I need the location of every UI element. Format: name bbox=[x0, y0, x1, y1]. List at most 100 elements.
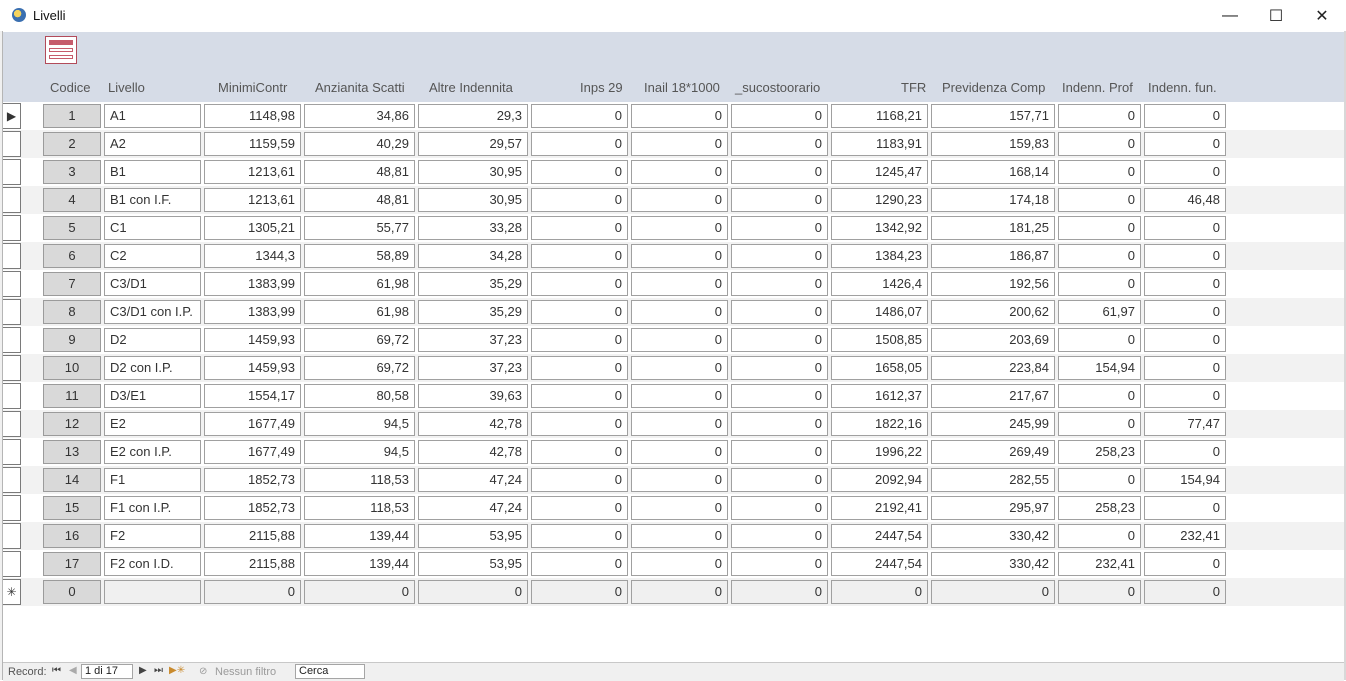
cell-altre-indennita[interactable]: 53,95 bbox=[418, 552, 528, 576]
cell-altre-indennita[interactable]: 30,95 bbox=[418, 160, 528, 184]
cell-previdenza-comp[interactable]: 174,18 bbox=[931, 188, 1055, 212]
record-selector[interactable] bbox=[3, 271, 21, 297]
cell-indenn-prof[interactable]: 0 bbox=[1058, 412, 1141, 436]
cell-indenn-fun[interactable]: 0 bbox=[1144, 328, 1226, 352]
cell-anzianita-scatti[interactable]: 94,5 bbox=[304, 440, 415, 464]
cell-indenn-prof[interactable]: 0 bbox=[1058, 384, 1141, 408]
last-record-button[interactable]: ⏭ bbox=[154, 665, 163, 676]
cell-anzianita-scatti[interactable]: 118,53 bbox=[304, 496, 415, 520]
cell-minimicontr[interactable]: 1677,49 bbox=[204, 440, 301, 464]
cell-codice[interactable]: 12 bbox=[43, 412, 101, 436]
cell-tfr[interactable]: 0 bbox=[831, 580, 928, 604]
cell-tfr[interactable]: 1996,22 bbox=[831, 440, 928, 464]
cell-indenn-prof[interactable]: 0 bbox=[1058, 188, 1141, 212]
cell-inps[interactable]: 0 bbox=[531, 160, 628, 184]
cell-altre-indennita[interactable]: 42,78 bbox=[418, 440, 528, 464]
cell-indenn-fun[interactable]: 0 bbox=[1144, 216, 1226, 240]
cell-previdenza-comp[interactable]: 159,83 bbox=[931, 132, 1055, 156]
cell-altre-indennita[interactable]: 35,29 bbox=[418, 300, 528, 324]
new-record-button[interactable]: ▶✳ bbox=[169, 665, 186, 676]
cell-minimicontr[interactable]: 1213,61 bbox=[204, 160, 301, 184]
cell-sucostoorario[interactable]: 0 bbox=[731, 580, 828, 604]
cell-previdenza-comp[interactable]: 200,62 bbox=[931, 300, 1055, 324]
maximize-button[interactable]: ☐ bbox=[1268, 7, 1284, 25]
cell-altre-indennita[interactable]: 42,78 bbox=[418, 412, 528, 436]
cell-indenn-fun[interactable]: 0 bbox=[1144, 356, 1226, 380]
cell-codice[interactable]: 10 bbox=[43, 356, 101, 380]
cell-previdenza-comp[interactable]: 269,49 bbox=[931, 440, 1055, 464]
cell-livello[interactable]: F1 con I.P. bbox=[104, 496, 201, 520]
cell-altre-indennita[interactable]: 39,63 bbox=[418, 384, 528, 408]
cell-tfr[interactable]: 1486,07 bbox=[831, 300, 928, 324]
cell-inps[interactable]: 0 bbox=[531, 244, 628, 268]
cell-anzianita-scatti[interactable]: 34,86 bbox=[304, 104, 415, 128]
cell-sucostoorario[interactable]: 0 bbox=[731, 440, 828, 464]
cell-indenn-fun[interactable]: 0 bbox=[1144, 496, 1226, 520]
cell-tfr[interactable]: 1426,4 bbox=[831, 272, 928, 296]
cell-altre-indennita[interactable]: 29,57 bbox=[418, 132, 528, 156]
cell-livello[interactable] bbox=[104, 580, 201, 604]
cell-livello[interactable]: C3/D1 bbox=[104, 272, 201, 296]
cell-indenn-fun[interactable]: 0 bbox=[1144, 244, 1226, 268]
cell-livello[interactable]: C1 bbox=[104, 216, 201, 240]
cell-indenn-fun[interactable]: 0 bbox=[1144, 440, 1226, 464]
record-selector[interactable]: ✳ bbox=[3, 579, 21, 605]
cell-anzianita-scatti[interactable]: 80,58 bbox=[304, 384, 415, 408]
cell-tfr[interactable]: 1168,21 bbox=[831, 104, 928, 128]
cell-sucostoorario[interactable]: 0 bbox=[731, 524, 828, 548]
cell-codice[interactable]: 4 bbox=[43, 188, 101, 212]
cell-inps[interactable]: 0 bbox=[531, 552, 628, 576]
cell-inail[interactable]: 0 bbox=[631, 496, 728, 520]
cell-codice[interactable]: 9 bbox=[43, 328, 101, 352]
cell-altre-indennita[interactable]: 34,28 bbox=[418, 244, 528, 268]
cell-previdenza-comp[interactable]: 192,56 bbox=[931, 272, 1055, 296]
cell-sucostoorario[interactable]: 0 bbox=[731, 188, 828, 212]
cell-codice[interactable]: 6 bbox=[43, 244, 101, 268]
cell-inail[interactable]: 0 bbox=[631, 356, 728, 380]
cell-anzianita-scatti[interactable]: 40,29 bbox=[304, 132, 415, 156]
cell-livello[interactable]: C3/D1 con I.P. bbox=[104, 300, 201, 324]
record-selector[interactable] bbox=[3, 299, 21, 325]
cell-tfr[interactable]: 1508,85 bbox=[831, 328, 928, 352]
cell-altre-indennita[interactable]: 30,95 bbox=[418, 188, 528, 212]
cell-previdenza-comp[interactable]: 330,42 bbox=[931, 524, 1055, 548]
cell-altre-indennita[interactable]: 53,95 bbox=[418, 524, 528, 548]
record-position-field[interactable]: 1 di 17 bbox=[81, 664, 133, 679]
cell-inail[interactable]: 0 bbox=[631, 188, 728, 212]
minimize-button[interactable]: — bbox=[1222, 6, 1238, 24]
cell-minimicontr[interactable]: 1554,17 bbox=[204, 384, 301, 408]
cell-codice[interactable]: 17 bbox=[43, 552, 101, 576]
cell-altre-indennita[interactable]: 33,28 bbox=[418, 216, 528, 240]
cell-altre-indennita[interactable]: 0 bbox=[418, 580, 528, 604]
record-selector[interactable] bbox=[3, 523, 21, 549]
cell-altre-indennita[interactable]: 37,23 bbox=[418, 356, 528, 380]
cell-inps[interactable]: 0 bbox=[531, 216, 628, 240]
cell-anzianita-scatti[interactable]: 118,53 bbox=[304, 468, 415, 492]
cell-indenn-fun[interactable]: 0 bbox=[1144, 104, 1226, 128]
cell-tfr[interactable]: 1183,91 bbox=[831, 132, 928, 156]
cell-codice[interactable]: 15 bbox=[43, 496, 101, 520]
cell-inps[interactable]: 0 bbox=[531, 524, 628, 548]
cell-indenn-fun[interactable]: 232,41 bbox=[1144, 524, 1226, 548]
cell-minimicontr[interactable]: 1852,73 bbox=[204, 496, 301, 520]
cell-indenn-prof[interactable]: 154,94 bbox=[1058, 356, 1141, 380]
cell-tfr[interactable]: 1342,92 bbox=[831, 216, 928, 240]
cell-previdenza-comp[interactable]: 186,87 bbox=[931, 244, 1055, 268]
cell-previdenza-comp[interactable]: 203,69 bbox=[931, 328, 1055, 352]
record-selector[interactable] bbox=[3, 439, 21, 465]
cell-indenn-fun[interactable]: 0 bbox=[1144, 384, 1226, 408]
cell-codice[interactable]: 14 bbox=[43, 468, 101, 492]
cell-tfr[interactable]: 1245,47 bbox=[831, 160, 928, 184]
cell-tfr[interactable]: 1658,05 bbox=[831, 356, 928, 380]
cell-inps[interactable]: 0 bbox=[531, 580, 628, 604]
cell-codice[interactable]: 8 bbox=[43, 300, 101, 324]
cell-inps[interactable]: 0 bbox=[531, 328, 628, 352]
cell-inail[interactable]: 0 bbox=[631, 468, 728, 492]
cell-minimicontr[interactable]: 2115,88 bbox=[204, 552, 301, 576]
cell-previdenza-comp[interactable]: 223,84 bbox=[931, 356, 1055, 380]
cell-indenn-fun[interactable]: 0 bbox=[1144, 580, 1226, 604]
cell-altre-indennita[interactable]: 29,3 bbox=[418, 104, 528, 128]
cell-codice[interactable]: 1 bbox=[43, 104, 101, 128]
cell-tfr[interactable]: 1822,16 bbox=[831, 412, 928, 436]
cell-sucostoorario[interactable]: 0 bbox=[731, 104, 828, 128]
